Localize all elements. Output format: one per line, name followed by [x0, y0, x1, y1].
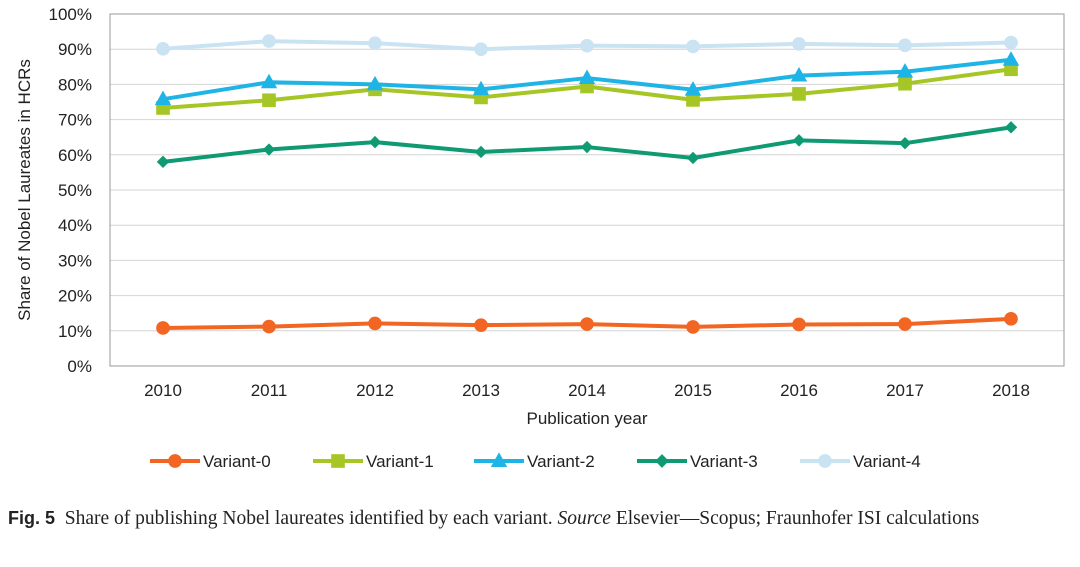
data-point [1004, 121, 1018, 134]
data-point [1004, 62, 1018, 77]
y-tick-label: 30% [58, 251, 92, 270]
data-point [366, 75, 384, 91]
data-point [580, 38, 594, 53]
data-point [262, 34, 276, 48]
legend-item: Variant-3 [637, 452, 758, 471]
series-variant-2 [154, 51, 1020, 106]
data-point [474, 145, 488, 159]
data-point [262, 93, 276, 108]
x-axis-ticks: 2010 2011 2012 2013 2014 2015 2016 2017 2018 [144, 381, 1030, 400]
legend-marker [655, 454, 669, 468]
data-point [1004, 312, 1018, 326]
y-tick-label: 40% [58, 216, 92, 235]
gridlines [110, 13, 1064, 367]
legend-item: Variant-2 [474, 452, 595, 471]
legend-label: Variant-1 [366, 452, 434, 471]
caption-source-text: Elsevier—Scopus; Fraunhofer ISI calculat… [610, 508, 980, 529]
data-point [474, 318, 488, 332]
data-point [686, 39, 700, 54]
y-tick-label: 100% [49, 5, 92, 24]
y-tick-label: 10% [58, 322, 92, 341]
data-point [898, 76, 912, 91]
data-point [686, 93, 700, 107]
data-point [896, 63, 914, 78]
data-point [156, 155, 170, 169]
data-point [154, 90, 172, 106]
data-point [368, 316, 382, 331]
data-point [260, 73, 278, 89]
figure-caption: Fig. 5 Share of publishing Nobel laureat… [8, 506, 1074, 531]
data-point [792, 317, 806, 332]
y-tick-label: 70% [58, 111, 92, 130]
x-tick-label: 2016 [780, 381, 818, 400]
data-point [262, 143, 276, 156]
data-point [686, 320, 700, 334]
data-point [792, 37, 806, 51]
data-point [790, 67, 808, 82]
y-tick-label: 90% [58, 40, 92, 59]
data-point [368, 135, 382, 149]
legend-label: Variant-2 [527, 452, 595, 471]
legend-marker [331, 454, 345, 468]
caption-source-word: Source [557, 508, 611, 529]
legend-item: Variant-4 [800, 452, 921, 471]
x-tick-label: 2011 [251, 381, 288, 400]
y-axis-ticks: 0% 10% 20% 30% 40% 50% 60% 70% 80% 90% 100% [49, 5, 92, 376]
x-tick-label: 2017 [886, 381, 924, 400]
data-point [580, 317, 594, 331]
series-variant-0 [156, 312, 1018, 335]
data-point [156, 321, 170, 335]
legend-marker [818, 454, 832, 468]
legend-marker [168, 454, 182, 468]
series-group [154, 34, 1020, 335]
x-tick-label: 2013 [462, 381, 500, 400]
y-tick-label: 20% [58, 287, 92, 306]
caption-text: Share of publishing Nobel laureates iden… [64, 508, 558, 529]
data-point [684, 81, 702, 96]
data-point [580, 140, 594, 154]
legend-item: Variant-0 [150, 452, 271, 471]
data-point [792, 134, 806, 147]
data-point [156, 42, 170, 56]
x-tick-label: 2012 [356, 381, 394, 400]
legend-label: Variant-3 [690, 452, 758, 471]
series-variant-4 [156, 34, 1018, 57]
y-tick-label: 0% [67, 357, 92, 376]
data-point [898, 38, 912, 53]
data-point [898, 136, 912, 150]
y-tick-label: 60% [58, 146, 92, 165]
data-point [1004, 35, 1018, 50]
data-point [1002, 51, 1020, 66]
legend-marker [490, 452, 508, 467]
legend-label: Variant-4 [853, 452, 921, 471]
caption-label: Fig. 5 [8, 508, 56, 528]
series-variant-3 [156, 121, 1018, 169]
x-axis-title: Publication year [527, 409, 648, 428]
data-point [262, 319, 276, 334]
line-chart: 0%10%20%30%40%50%60%70%80%90%100% 2010 20… [15, 5, 1065, 471]
data-point [898, 317, 912, 331]
data-point [686, 151, 700, 165]
x-tick-label: 2018 [992, 381, 1030, 400]
y-tick-label: 80% [58, 75, 92, 94]
plot-area-border [109, 13, 1065, 367]
data-point [474, 42, 488, 57]
x-tick-label: 2014 [568, 381, 606, 400]
data-point [792, 87, 806, 101]
legend-label: Variant-0 [203, 452, 271, 471]
y-axis-title: Share of Nobel Laureates in HCRs [15, 59, 34, 321]
data-point [578, 69, 596, 85]
x-tick-label: 2010 [144, 381, 182, 400]
y-tick-label: 50% [58, 181, 92, 200]
data-point [472, 80, 490, 96]
legend-item: Variant-1 [313, 452, 434, 471]
data-point [368, 36, 382, 51]
x-tick-label: 2015 [674, 381, 712, 400]
legend: Variant-0 Variant-1 Variant-2 Variant-3 Vari… [150, 452, 921, 471]
